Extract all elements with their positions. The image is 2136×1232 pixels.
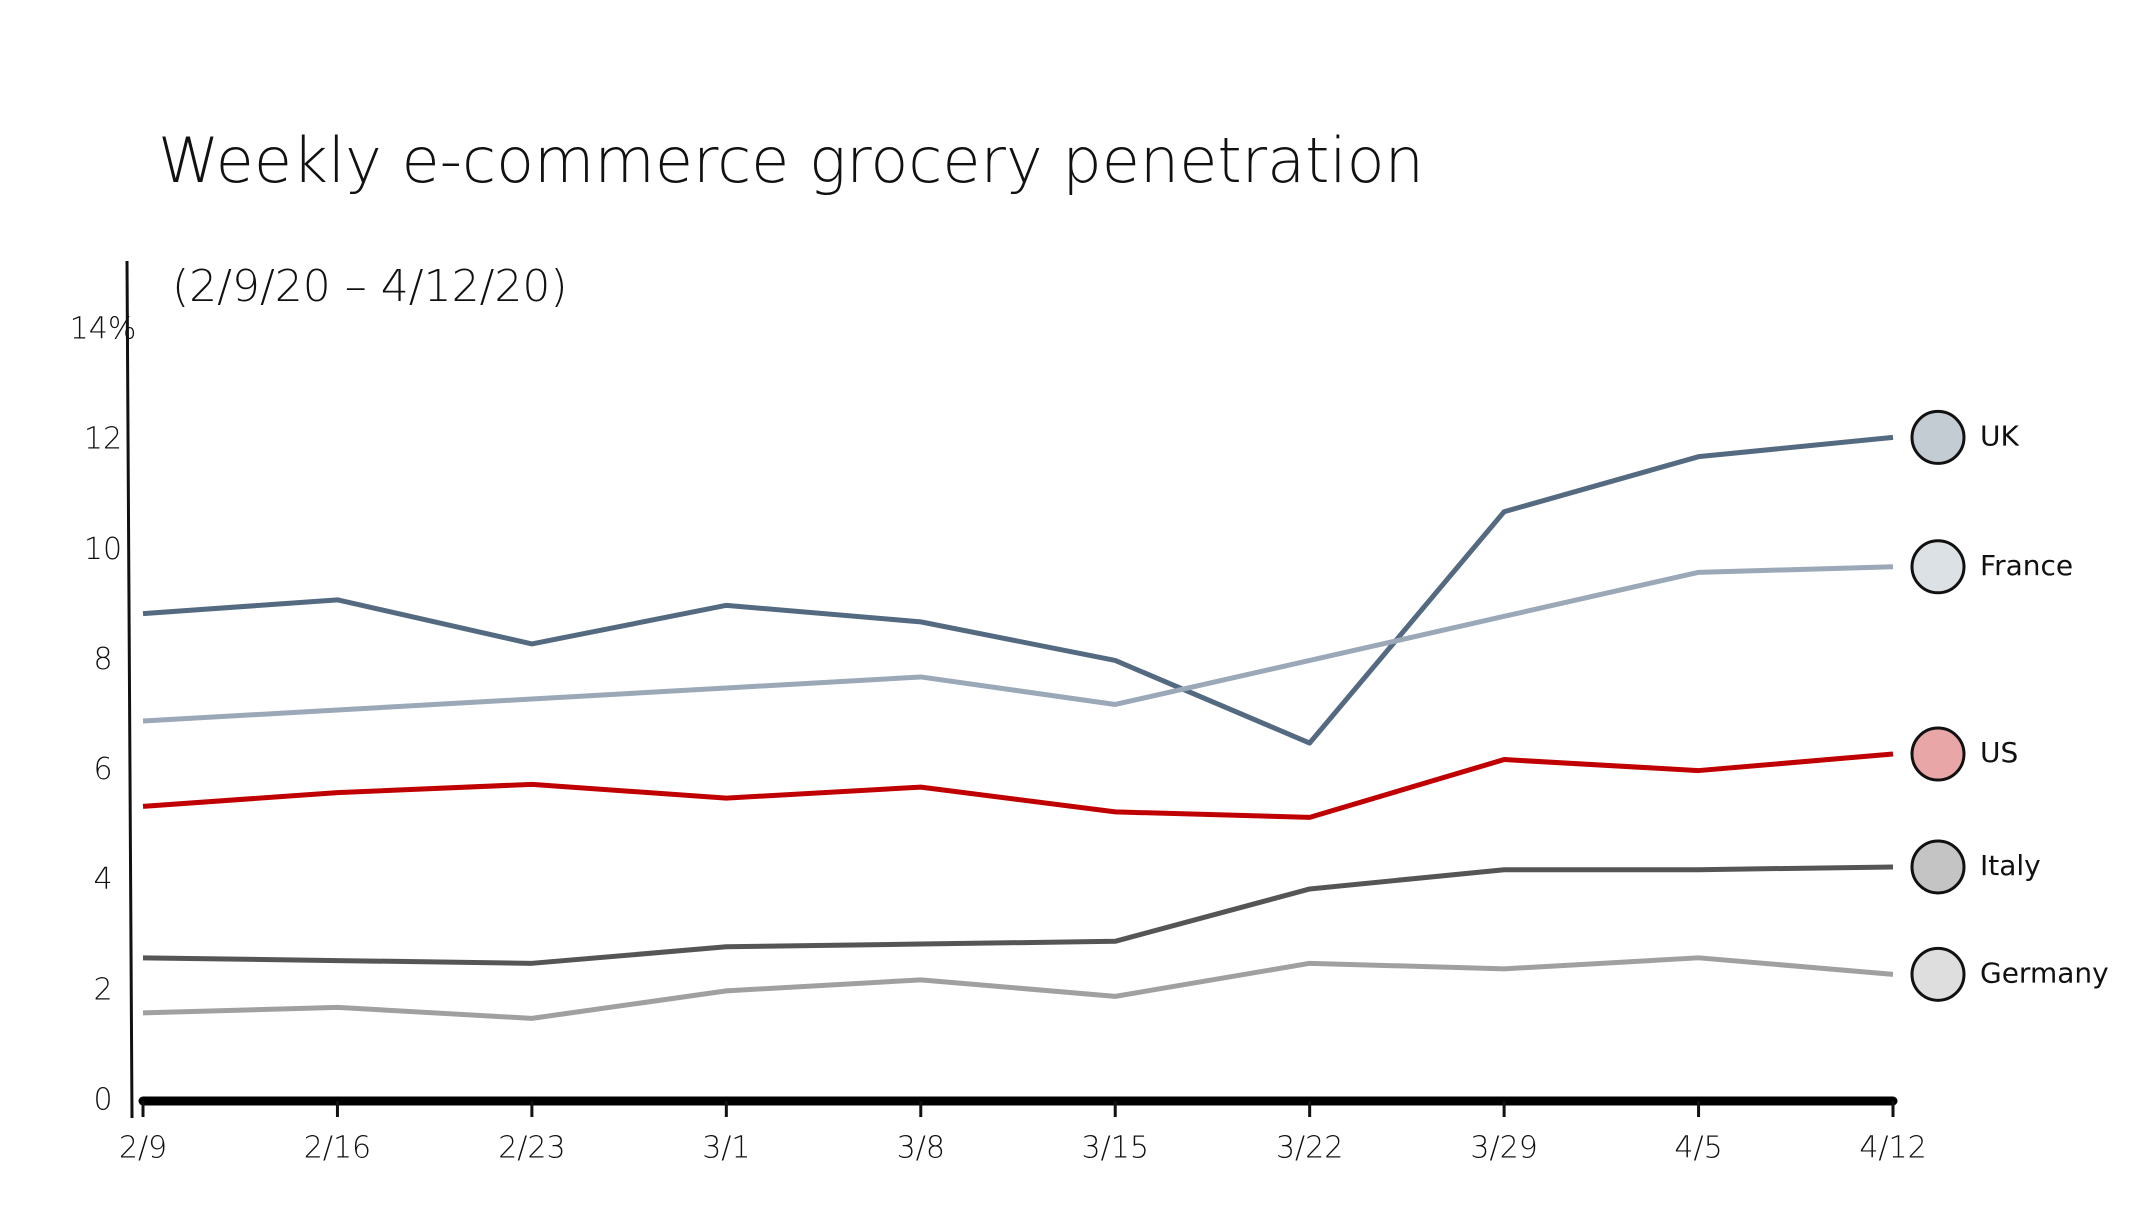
y-tick-label: 8 [93,642,112,677]
legend-flag [1910,839,1966,895]
legend-label: UK [1980,419,2019,452]
legend-label: Germany [1980,956,2109,989]
legend-flag [1910,409,1966,465]
y-tick-label: 12 [84,422,122,457]
legend-label: France [1980,549,2073,582]
x-tick-label: 2/9 [119,1131,167,1166]
x-tick-label: 3/22 [1276,1131,1343,1166]
series-line [142,751,1894,820]
x-tick-label: 3/29 [1470,1131,1537,1166]
x-tick-label: 3/8 [897,1131,945,1166]
y-tick-label: 6 [93,752,112,787]
x-tick-label: 2/23 [498,1131,565,1166]
chart-title: Weekly e-commerce grocery penetration [158,124,1424,197]
legend-flag [1910,946,1966,1002]
x-tick-label: 4/5 [1674,1131,1722,1166]
y-tick-label: 0 [93,1083,112,1118]
legend-flag [1910,539,1966,595]
x-tick-label: 2/16 [304,1131,371,1166]
y-tick-label: 4 [93,862,112,897]
x-tick-label: 3/1 [702,1131,750,1166]
series-line [142,564,1894,724]
y-tick-label: 10 [84,532,122,567]
x-tick-label: 4/12 [1859,1131,1926,1166]
series-line [142,864,1894,966]
series-line [142,434,1894,746]
y-axis [125,260,134,1119]
chart-subtitle: (2/9/20 – 4/12/20) [172,261,568,312]
legend-flag [1910,726,1966,782]
series-line [142,955,1894,1021]
legend-label: US [1980,736,2018,769]
y-tick-label: 2 [93,972,112,1007]
x-tick-label: 3/15 [1082,1131,1149,1166]
legend-label: Italy [1980,849,2041,882]
y-tick-label: 14% [70,312,137,347]
